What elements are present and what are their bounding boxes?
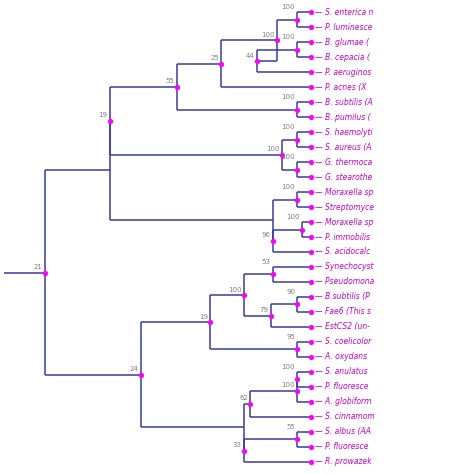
Text: 100: 100: [286, 214, 300, 219]
Text: 55: 55: [286, 424, 295, 429]
Text: 53: 53: [262, 259, 271, 264]
Text: — A. oxydans: — A. oxydans: [315, 353, 367, 361]
Text: 62: 62: [239, 395, 248, 401]
Text: — P. fluoresce: — P. fluoresce: [315, 442, 369, 451]
Text: 100: 100: [282, 184, 295, 190]
Text: — Moraxella sp: — Moraxella sp: [315, 218, 374, 227]
Text: — S. aureus (A: — S. aureus (A: [315, 143, 372, 152]
Text: — P. fluoresce: — P. fluoresce: [315, 383, 369, 392]
Text: 25: 25: [210, 55, 219, 61]
Text: 100: 100: [282, 364, 295, 370]
Text: 44: 44: [246, 53, 255, 58]
Text: — P. luminesce: — P. luminesce: [315, 23, 373, 32]
Text: 100: 100: [262, 32, 275, 38]
Text: — S. enterica n: — S. enterica n: [315, 8, 374, 17]
Text: — Moraxella sp: — Moraxella sp: [315, 188, 374, 197]
Text: — S. acidocalc: — S. acidocalc: [315, 247, 371, 256]
Text: — A. globiform: — A. globiform: [315, 397, 372, 406]
Text: 100: 100: [282, 34, 295, 40]
Text: — S. haemolyti: — S. haemolyti: [315, 128, 373, 137]
Text: — S. anulatus: — S. anulatus: [315, 367, 368, 376]
Text: 100: 100: [282, 383, 295, 388]
Text: 96: 96: [262, 232, 271, 238]
Text: — S. coelicolor: — S. coelicolor: [315, 337, 372, 346]
Text: 19: 19: [199, 314, 208, 320]
Text: — EstCS2 (un-: — EstCS2 (un-: [315, 322, 370, 331]
Text: 33: 33: [232, 442, 241, 448]
Text: 100: 100: [266, 146, 280, 152]
Text: — P. aeruginos: — P. aeruginos: [315, 68, 372, 77]
Text: — P. acnes (X: — P. acnes (X: [315, 82, 367, 91]
Text: — Pseudomona: — Pseudomona: [315, 277, 374, 286]
Text: 95: 95: [286, 334, 295, 339]
Text: — B. subtilis (A: — B. subtilis (A: [315, 98, 373, 107]
Text: — B. glumae (: — B. glumae (: [315, 37, 369, 46]
Text: — G. stearothe: — G. stearothe: [315, 173, 373, 182]
Text: 100: 100: [282, 94, 295, 100]
Text: — B.subtilis (P: — B.subtilis (P: [315, 292, 370, 301]
Text: — S. cinnamom: — S. cinnamom: [315, 412, 375, 421]
Text: — Streptomyce: — Streptomyce: [315, 202, 374, 211]
Text: — Synechocyst: — Synechocyst: [315, 263, 374, 272]
Text: — Fae6 (This s: — Fae6 (This s: [315, 308, 371, 317]
Text: — B. cepacia (: — B. cepacia (: [315, 53, 370, 62]
Text: 79: 79: [259, 307, 268, 313]
Text: 21: 21: [34, 264, 43, 270]
Text: — G. thermoca: — G. thermoca: [315, 157, 373, 166]
Text: 19: 19: [98, 112, 107, 118]
Text: — B. pumilus (: — B. pumilus (: [315, 113, 371, 121]
Text: 100: 100: [282, 154, 295, 160]
Text: 90: 90: [286, 289, 295, 295]
Text: — S. albus (AA: — S. albus (AA: [315, 428, 371, 437]
Text: — R. prowazek: — R. prowazek: [315, 457, 372, 466]
Text: 100: 100: [228, 287, 241, 293]
Text: 55: 55: [165, 78, 174, 84]
Text: — P. immobilis: — P. immobilis: [315, 233, 370, 241]
Text: 100: 100: [282, 124, 295, 130]
Text: 24: 24: [130, 366, 138, 373]
Text: 100: 100: [282, 4, 295, 10]
